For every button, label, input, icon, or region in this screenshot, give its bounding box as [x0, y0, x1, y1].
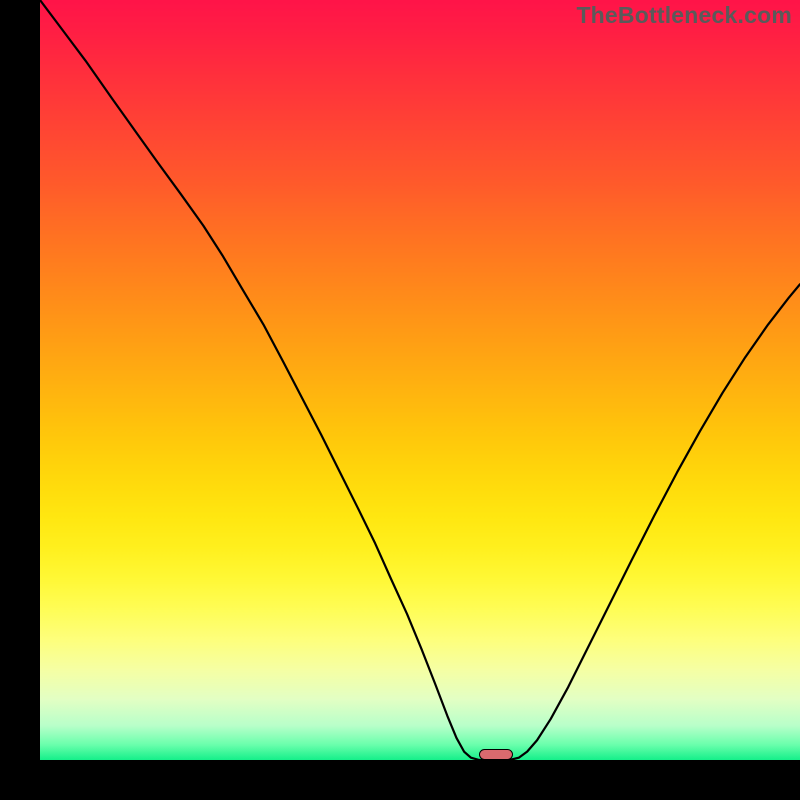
bottleneck-curve	[40, 0, 800, 760]
watermark-text: TheBottleneck.com	[576, 2, 792, 29]
axis-bottom	[0, 760, 800, 800]
axis-left	[0, 0, 40, 800]
bottleneck-chart: TheBottleneck.com	[0, 0, 800, 800]
optimal-marker	[479, 749, 514, 760]
